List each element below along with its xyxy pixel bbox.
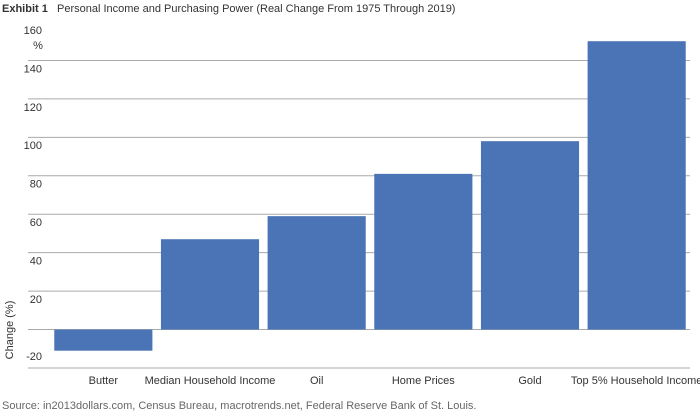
y-tick-label: 120	[24, 102, 42, 114]
bar	[374, 173, 473, 330]
y-unit: %	[33, 40, 43, 52]
y-axis-label: Change (%)	[4, 301, 16, 360]
y-tick-label: 20	[30, 294, 42, 306]
y-tick-label: 140	[24, 63, 42, 75]
y-tick-label: 40	[30, 256, 42, 268]
y-tick-label: -20	[26, 351, 42, 363]
y-tick-label: 100	[24, 140, 42, 152]
x-tick-label: Gold	[518, 375, 541, 387]
x-tick-label: Median Household Income	[145, 375, 276, 387]
x-tick-label: Butter	[89, 375, 119, 387]
chart-title: Personal Income and Purchasing Power (Re…	[57, 3, 455, 15]
x-tick-label: Oil	[310, 375, 323, 387]
bar	[587, 41, 686, 330]
y-tick-label: 60	[30, 217, 42, 229]
exhibit-label: Exhibit 1	[2, 3, 48, 15]
bar	[267, 216, 366, 330]
source: Source: in2013dollars.com, Census Bureau…	[2, 400, 476, 412]
x-tick-label: Home Prices	[392, 375, 455, 387]
bar	[54, 329, 153, 351]
bar	[480, 141, 580, 330]
y-tick-label: 160	[24, 25, 42, 37]
bar	[160, 239, 260, 330]
y-tick-label: 80	[30, 179, 42, 191]
x-tick-label: Top 5% Household Income	[571, 375, 700, 387]
